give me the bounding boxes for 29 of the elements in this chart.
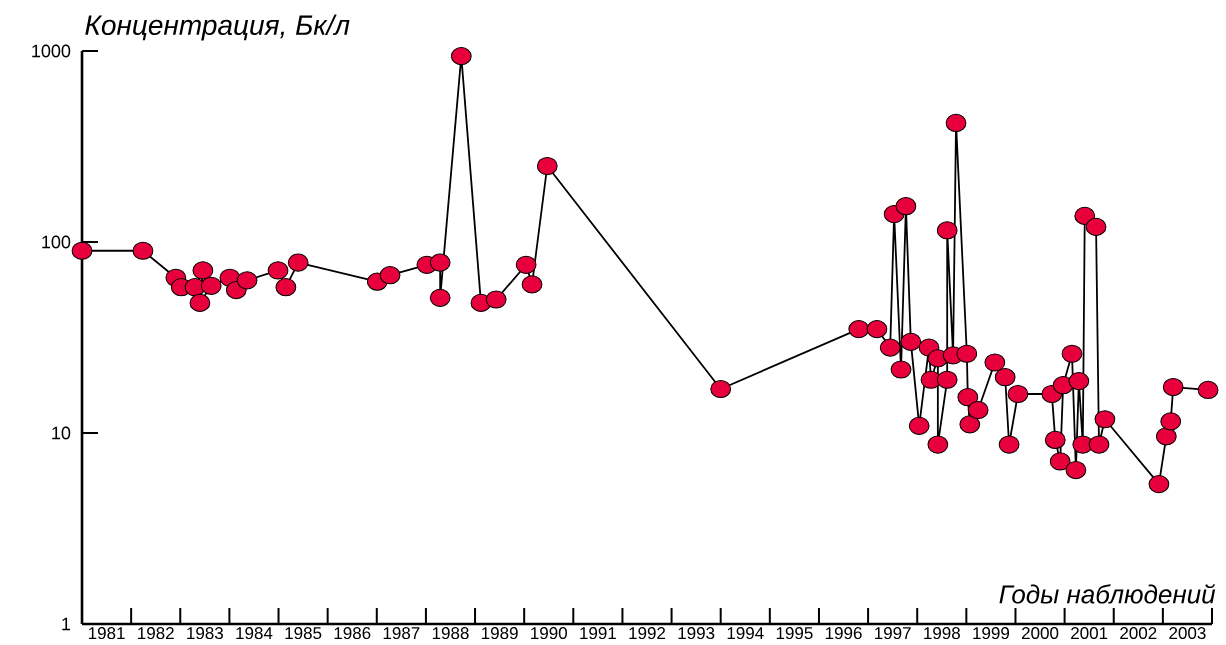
x-tick-label: 1988 bbox=[432, 627, 469, 640]
x-tick-label: 1990 bbox=[531, 627, 567, 640]
x-tick-label: 1985 bbox=[285, 627, 322, 640]
x-tick-label: 1991 bbox=[580, 627, 616, 640]
y-tick-label: 100 bbox=[42, 235, 71, 249]
x-tick-label: 2003 bbox=[1169, 627, 1206, 640]
x-tick-label: 1989 bbox=[481, 627, 518, 640]
x-tick-label: 1998 bbox=[924, 627, 960, 640]
x-tick-label: 1996 bbox=[825, 627, 862, 640]
x-tick-label: 2000 bbox=[1021, 627, 1059, 640]
y-axis-title: Концентрация, Бк/л bbox=[85, 14, 350, 41]
y-tick-label: 1 bbox=[62, 617, 71, 631]
x-tick-label: 1984 bbox=[236, 627, 273, 640]
x-tick-label: 1986 bbox=[334, 627, 371, 640]
x-axis-title: Годы наблюдений bbox=[999, 584, 1216, 604]
y-tick-label: 10 bbox=[52, 426, 71, 440]
y-tick-label: 1000 bbox=[32, 44, 71, 58]
x-tick-label: 1999 bbox=[973, 627, 1010, 640]
x-tick-label: 1987 bbox=[383, 627, 420, 640]
x-tick-label: 1981 bbox=[88, 627, 125, 640]
x-tick-label: 1993 bbox=[678, 627, 715, 640]
x-tick-label: 1983 bbox=[187, 627, 223, 640]
x-tick-label: 1995 bbox=[776, 627, 813, 640]
x-tick-label: 2001 bbox=[1071, 627, 1108, 640]
x-tick-label: 1994 bbox=[727, 627, 764, 640]
x-tick-label: 1982 bbox=[138, 627, 174, 640]
x-tick-label: 2002 bbox=[1120, 627, 1157, 640]
x-tick-label: 1997 bbox=[875, 627, 911, 640]
x-tick-label: 1992 bbox=[629, 627, 666, 640]
